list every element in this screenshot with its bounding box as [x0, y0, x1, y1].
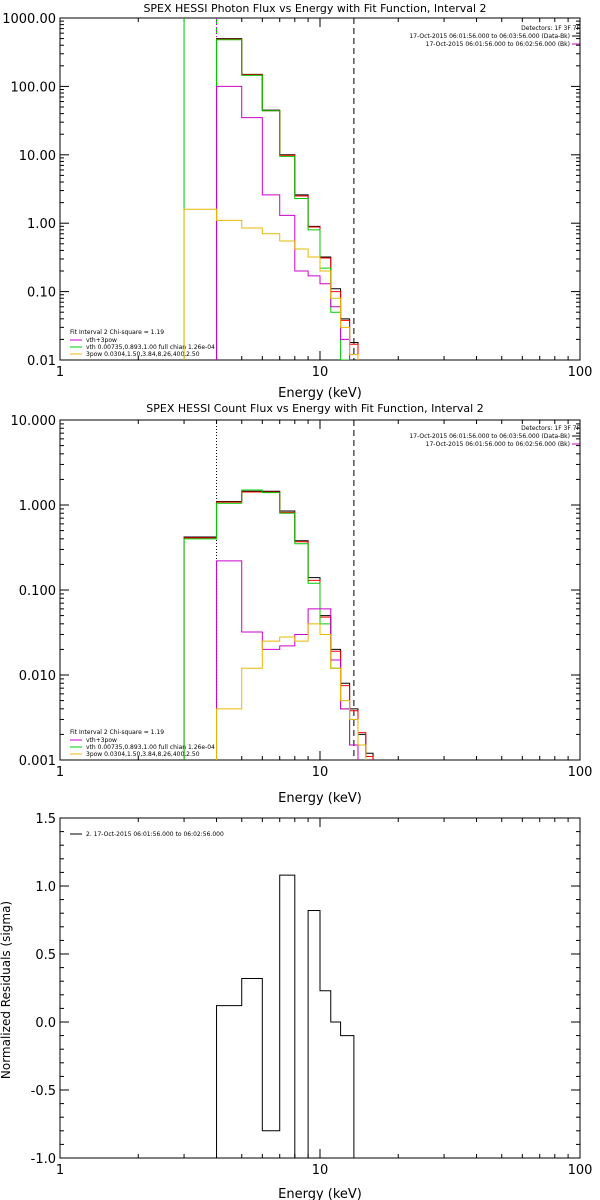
- count-legend-total: vth+3pow: [86, 737, 117, 744]
- count-legend-3pow: 3pow 0.0304,1.50,3.84,8.26,400,2.50: [86, 751, 200, 758]
- residuals-y-tick-label: 0.5: [35, 948, 56, 963]
- count-y-tick-label: 0.010: [19, 669, 56, 684]
- photon-y-tick-label: 1.00: [27, 217, 56, 232]
- photon-flux-panel: SPEX HESSI Photon Flux vs Energy with Fi…: [2, 2, 592, 401]
- photon-header-bk: 17-Oct-2015 06:01:56.000 to 06:02:56.000…: [426, 41, 570, 48]
- photon-y-tick-label: 100.00: [11, 80, 57, 95]
- photon-x-tick-label: 1: [56, 365, 64, 380]
- photon-series-3-line: [216, 85, 351, 360]
- residuals-y-axis-label: Normalized Residuals (sigma): [0, 901, 13, 1079]
- residuals-y-tick-label: 0.0: [35, 1016, 56, 1031]
- residuals-y-tick-label: -1.0: [31, 1152, 56, 1167]
- count-header-bk: 17-Oct-2015 06:01:56.000 to 06:02:56.000…: [426, 441, 570, 448]
- count-x-tick-label: 100: [568, 765, 593, 780]
- count-header-data-bk: 17-Oct-2015 06:01:56.000 to 06:03:56.000…: [409, 433, 570, 440]
- photon-header-data-bk: 17-Oct-2015 06:01:56.000 to 06:03:56.000…: [409, 33, 570, 40]
- photon-series-4-line: [183, 208, 359, 360]
- photon-detectors-label: Detectors: 1F 3F 7F: [521, 25, 580, 32]
- count-series-4-line: [216, 623, 367, 760]
- photon-x-axis-label: Energy (keV): [278, 386, 362, 401]
- residuals-panel: 2. 17-Oct-2015 06:01:56.000 to 06:02:56.…: [0, 812, 592, 1200]
- count-chart-title: SPEX HESSI Count Flux vs Energy with Fit…: [146, 402, 483, 415]
- residuals-x-axis-label: Energy (keV): [278, 1187, 362, 1200]
- residuals-legend-entry: 2. 17-Oct-2015 06:01:56.000 to 06:02:56.…: [86, 831, 224, 838]
- count-y-tick-label: 0.100: [19, 584, 56, 599]
- count-legend-vth: vth 0.00735,0.893,1.00 full chian 1.26e-…: [86, 744, 215, 751]
- residuals-y-tick-label: 1.0: [35, 880, 56, 895]
- photon-legend-vth: vth 0.00735,0.893,1.00 full chian 1.26e-…: [86, 344, 215, 351]
- residuals-x-tick-label: 10: [312, 1163, 329, 1178]
- count-y-tick-label: 1.000: [19, 499, 56, 514]
- photon-legend-title: Fit Interval 2 Chi-square = 1.19: [70, 329, 164, 336]
- residuals-y-tick-label: -0.5: [31, 1084, 56, 1099]
- photon-chart-title: SPEX HESSI Photon Flux vs Energy with Fi…: [143, 2, 486, 15]
- photon-x-tick-label: 100: [568, 365, 593, 380]
- count-detectors-label: Detectors: 1F 3F 7F: [521, 425, 580, 432]
- residuals-y-tick-label: 1.5: [35, 812, 56, 827]
- photon-y-tick-label: 0.01: [27, 354, 56, 369]
- count-y-tick-label: 10.000: [11, 414, 57, 429]
- photon-legend-3pow: 3pow 0.0304,1.50,3.84,8.26,400,2.50: [86, 351, 200, 358]
- count-y-tick-label: 0.001: [19, 754, 56, 769]
- count-x-tick-label: 10: [312, 765, 329, 780]
- photon-y-tick-label: 10.00: [19, 149, 56, 164]
- count-x-axis-label: Energy (keV): [278, 791, 362, 806]
- count-x-tick-label: 1: [56, 765, 64, 780]
- photon-x-tick-label: 10: [312, 365, 329, 380]
- residuals-x-tick-label: 100: [568, 1163, 593, 1178]
- residuals-series-0-line: [216, 874, 355, 1158]
- photon-series-2-line: [216, 39, 350, 360]
- count-legend-title: Fit Interval 2 Chi-square = 1.19: [70, 729, 164, 736]
- photon-y-tick-label: 1000.00: [2, 12, 56, 27]
- count-flux-panel: SPEX HESSI Count Flux vs Energy with Fit…: [11, 402, 593, 806]
- photon-legend-total: vth+3pow: [86, 337, 117, 344]
- residuals-x-tick-label: 1: [56, 1163, 64, 1178]
- photon-y-tick-label: 0.10: [27, 286, 56, 301]
